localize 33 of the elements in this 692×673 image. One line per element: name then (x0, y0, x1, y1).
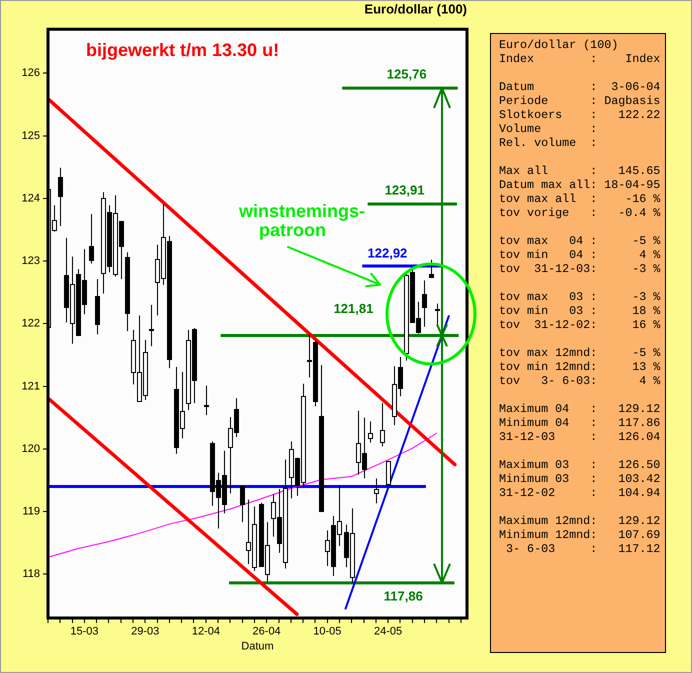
text: Maximum 03 : 126.50 Minimum 03 : 103.42 31-12-02 : 104.94 (499, 458, 662, 500)
ref-line-label: 125,76 (386, 66, 427, 82)
x-tick-label: 29-03 (131, 626, 160, 638)
y-tick-label: 120 (22, 442, 40, 455)
text: Maximum 12mnd: 129.12 Minimum 12mnd: 107.69 3- 6-03 : 117.12 (499, 514, 662, 556)
x-tick-label: 10-05 (313, 626, 342, 638)
x-tick-label: 26-04 (252, 626, 281, 638)
ref-line-label: 121,81 (334, 301, 374, 316)
x-tick-label: 24-05 (374, 626, 402, 638)
y-tick-label: 124 (22, 192, 40, 204)
text: Maximum 04 : 129.12 Minimum 04 : 117.86 31-12-03 : 126.04 (499, 402, 662, 444)
ref-line-label: 117,86 (384, 588, 423, 604)
y-tick-label: 126 (22, 67, 40, 80)
y-tick-label: 123 (22, 255, 40, 268)
ref-line-label: 123,91 (384, 182, 424, 198)
x-tick-label: 12-04 (192, 626, 220, 638)
y-tick-label: 125 (22, 130, 40, 142)
chart-title: Euro/dollar (100) (364, 1, 467, 16)
text: tov max 03 : -3 % tov min 03 : 18 % tov 31-12-02: 16 % (499, 290, 662, 332)
text: Max all : 145.65 Datum max all: 18-04-95 tov max all : -16 % tov vorige : -0.4 % (499, 164, 662, 220)
annotation: bijgewerkt t/m 13.30 u! (86, 40, 280, 60)
y-tick-label: 118 (22, 568, 40, 580)
y-tick-label: 122 (22, 318, 40, 330)
y-tick-label: 121 (22, 380, 40, 392)
x-tick-label: 15-03 (70, 626, 99, 638)
text: Datum : 3-06-04 Periode : Dagbasis Slotkoers : 122.22 Volume : Rel. volume : (499, 80, 662, 150)
text: tov max 04 : -5 % tov min 04 : 4 % tov 31-12-03: -3 % (499, 234, 662, 276)
x-axis-title: Datum (241, 640, 274, 652)
text: Euro/dollar (100) Index : Index (499, 38, 662, 66)
annotation: winstnemings-patroon (239, 200, 366, 241)
text: tov max 12mnd: -5 % tov min 12mnd: 13 % tov 3- 6-03: 4 % (499, 346, 662, 388)
ref-line-label: 122,92 (368, 246, 408, 261)
y-tick-label: 119 (22, 506, 40, 518)
